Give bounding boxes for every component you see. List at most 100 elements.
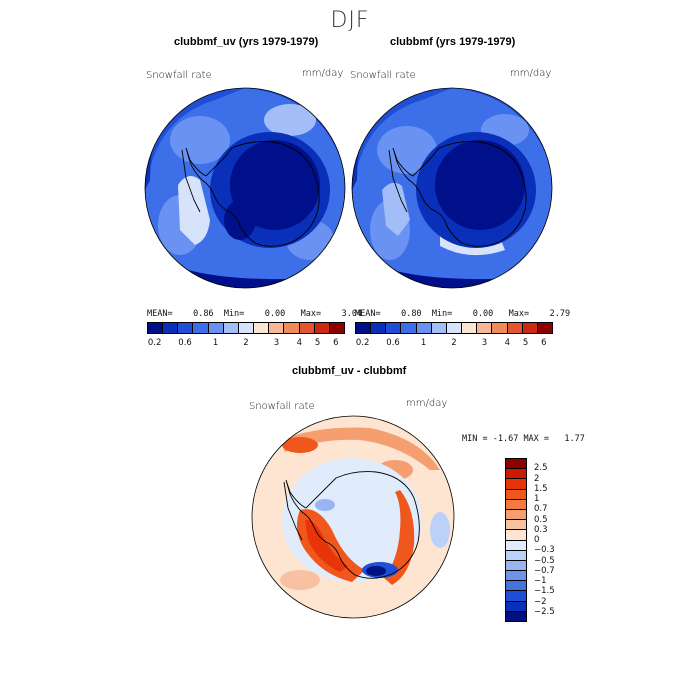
left-colorbar-tick-label: 0.2: [147, 338, 162, 348]
left-colorbar-swatch: [193, 323, 209, 333]
diff-colorbar-tick-label: −1: [534, 576, 547, 586]
left-colorbar-tick-label: 4: [296, 338, 303, 348]
right-colorbar-swatch: [537, 323, 553, 333]
left-colorbar-swatch: [163, 323, 179, 333]
left-field-label: Snowfall rate: [146, 70, 212, 81]
right-colorbar-swatch: [386, 323, 402, 333]
left-colorbar-tick-label: 6: [333, 338, 339, 348]
right-colorbar-tick-label: 0.2: [355, 338, 370, 348]
left-units-label: mm/day: [302, 68, 344, 79]
right-colorbar-swatch: [401, 323, 417, 333]
left-colorbar-swatch: [284, 323, 300, 333]
left-colorbar-swatch: [329, 323, 345, 333]
diff-min-value: -1.67: [492, 434, 519, 444]
diff-colorbar-tick-label: −0.5: [534, 555, 555, 566]
right-colorbar-tick-label: 5: [522, 338, 529, 348]
diff-colorbar-tick-label: 0: [534, 535, 540, 545]
left-max-label: Max=: [300, 309, 322, 319]
diff-colorbar: [505, 458, 527, 622]
left-colorbar-swatch: [314, 323, 330, 333]
left-colorbar-swatch: [178, 323, 194, 333]
left-min-label: Min=: [223, 309, 245, 319]
right-colorbar-swatch: [492, 323, 508, 333]
diff-panel-title: clubbmf_uv - clubbmf: [292, 365, 407, 377]
right-colorbar-tick-label: 2: [451, 338, 457, 348]
right-units-label: mm/day: [510, 68, 552, 79]
diff-colorbar-swatch: [506, 479, 526, 490]
right-colorbar-swatch: [477, 323, 493, 333]
left-snowfall-map: [145, 88, 345, 288]
left-colorbar-swatch: [254, 323, 270, 333]
diff-colorbar-tick-label: −2: [534, 596, 547, 607]
diff-colorbar-tick-label: −0.7: [534, 565, 555, 576]
right-colorbar-swatch: [462, 323, 478, 333]
right-max-label: Max=: [508, 309, 530, 319]
diff-colorbar-tick-label: 2: [534, 473, 540, 484]
diff-colorbar-swatch: [506, 550, 526, 561]
left-colorbar-tick-label: 2: [243, 338, 249, 348]
right-colorbar-swatch: [371, 323, 387, 333]
left-mean-label: MEAN=: [147, 309, 173, 319]
difference-snowfall-map: [252, 416, 454, 618]
left-colorbar-ticks: 0.2 0.6 1 2 3 4 5 6: [147, 338, 345, 350]
diff-colorbar-swatch: [506, 601, 526, 612]
left-colorbar-tick-label: 3: [273, 338, 280, 348]
right-colorbar-swatch: [356, 323, 372, 333]
right-max-value: 2.79: [549, 309, 571, 319]
right-colorbar: [355, 322, 553, 334]
right-snowfall-map: [352, 88, 552, 288]
right-mean-value: 0.80: [401, 309, 422, 319]
right-colorbar-swatch: [431, 323, 447, 333]
right-min-label: Min=: [431, 309, 453, 319]
right-colorbar-swatch: [507, 323, 523, 333]
diff-field-label: Snowfall rate: [249, 401, 315, 412]
left-stats: MEAN= 0.86 Min= 0.00 Max= 3.04: [147, 309, 362, 319]
diff-colorbar-tick-label: 0.5: [534, 514, 548, 525]
diff-max-value: 1.77: [564, 434, 585, 444]
right-colorbar-swatch: [416, 323, 432, 333]
right-panel-title: clubbmf (yrs 1979-1979): [390, 36, 516, 48]
left-colorbar: [147, 322, 345, 334]
diff-colorbar-swatch: [506, 581, 526, 592]
left-max-value: 3.04: [341, 309, 363, 319]
diff-colorbar-swatch: [506, 459, 526, 470]
left-colorbar-tick-label: 1: [212, 338, 219, 348]
left-colorbar-swatch: [238, 323, 255, 333]
left-colorbar-swatch: [299, 323, 315, 333]
diff-colorbar-swatch: [506, 499, 526, 510]
diff-colorbar-tick-label: 0.7: [534, 504, 548, 515]
left-colorbar-tick-label: 5: [314, 338, 321, 348]
diff-colorbar-tick-label: 1.5: [534, 483, 548, 494]
diff-colorbar-tick-label: 0.3: [534, 524, 548, 535]
right-colorbar-tick-label: 3: [481, 338, 488, 348]
diff-colorbar-tick-label: −1.5: [534, 586, 555, 597]
diff-colorbar-swatch: [506, 560, 526, 572]
right-mean-label: MEAN=: [355, 309, 381, 319]
left-min-value: 0.00: [264, 309, 286, 319]
left-colorbar-swatch: [208, 323, 224, 333]
diff-stats: MIN = -1.67 MAX = 1.77: [462, 434, 585, 444]
right-colorbar-tick-label: 4: [504, 338, 511, 348]
diff-colorbar-tick-label: −2.5: [534, 606, 555, 617]
figure-season-title: DJF: [330, 8, 370, 33]
diff-colorbar-swatch: [506, 520, 526, 531]
diff-colorbar-swatch: [506, 571, 526, 582]
diff-units-label: mm/day: [406, 398, 448, 409]
right-colorbar-tick-label: 0.6: [386, 338, 400, 348]
right-colorbar-tick-label: 1: [420, 338, 427, 348]
right-colorbar-swatch: [446, 323, 463, 333]
right-field-label: Snowfall rate: [350, 70, 416, 81]
diff-colorbar-swatch: [506, 591, 526, 602]
left-colorbar-swatch: [148, 323, 164, 333]
left-panel-title: clubbmf_uv (yrs 1979-1979): [174, 36, 319, 48]
diff-colorbar-swatch: [506, 540, 526, 551]
left-colorbar-tick-label: 0.6: [178, 338, 192, 348]
right-stats: MEAN= 0.80 Min= 0.00 Max= 2.79: [355, 309, 570, 319]
diff-colorbar-swatch: [506, 489, 526, 500]
diff-colorbar-swatch: [506, 530, 526, 541]
left-mean-value: 0.86: [193, 309, 214, 319]
diff-min-label: MIN =: [462, 434, 488, 444]
right-min-value: 0.00: [472, 309, 494, 319]
diff-max-label: MAX =: [523, 434, 550, 444]
